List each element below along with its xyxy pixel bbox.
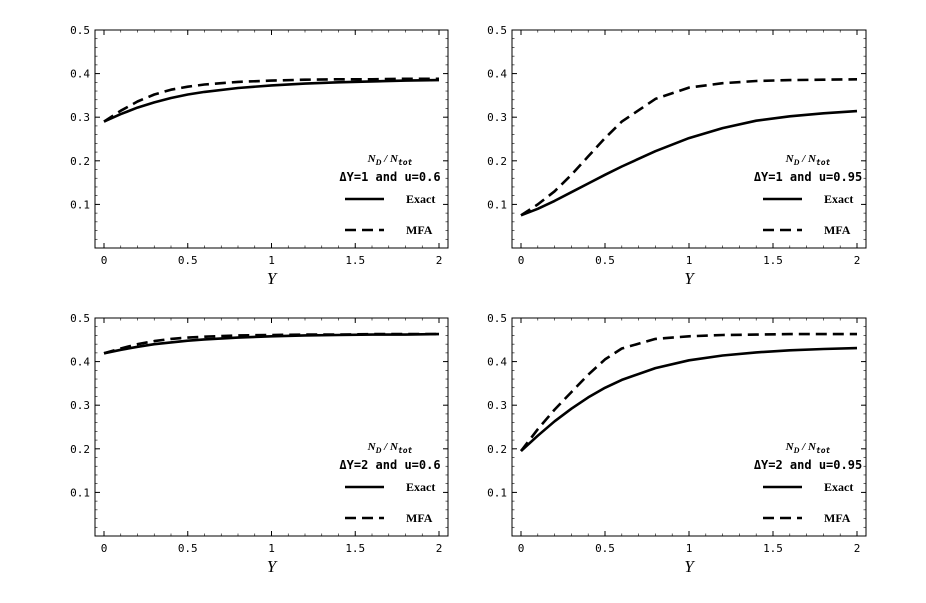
y-tick-label: 0.4 [70,68,90,81]
x-tick-label: 1.5 [763,254,783,267]
y-tick-label: 0.2 [487,155,507,168]
quantity-separator: / [799,441,808,453]
y-tick-label: 0.2 [70,443,90,456]
quantity-denominator: N [807,441,817,453]
quantity-denominator: N [807,153,817,165]
quantity-separator: / [381,153,390,165]
quantity-numerator: N [367,153,377,165]
panel-2: 0.1 0.2 0.3 0.4 0.5 0 0.5 1 1.5 2 Y ND / Ntot ΔY=1 a… [487,24,867,288]
plot-frame [94,29,449,249]
x-tick-label: 1.5 [345,542,365,555]
quantity-separator: / [381,441,390,453]
panel-3: 0.1 0.2 0.3 0.4 0.5 0 0.5 1 1.5 2 Y ND / Ntot ΔY=2 a… [70,312,449,576]
quantity-denominator-subscript: tot [398,446,413,455]
legend-quantity: ND / Ntot [367,153,413,167]
quantity-numerator-subscript: D [793,158,800,167]
x-tick-label: 1 [268,542,275,555]
series-line-mfa [520,78,858,217]
x-tick-label: 0.5 [178,254,198,267]
y-tick-label: 0.1 [487,198,507,211]
x-tick-label: 0 [518,254,525,267]
y-tick-label: 0.2 [70,155,90,168]
x-tick-label: 1.5 [345,254,365,267]
quantity-denominator: N [389,441,399,453]
series-line-exact [103,332,440,355]
y-tick-label: 0.3 [70,399,90,412]
x-axis-label: Y [267,557,278,576]
quantity-numerator: N [367,441,377,453]
series-line-mfa [519,332,857,452]
y-tick-label: 0.3 [487,111,507,124]
quantity-numerator-subscript: D [793,446,800,455]
panel-1: 0.1 0.2 0.3 0.4 0.5 0 0.5 1 1.5 2 Y ND / Ntot ΔY=1 a… [70,24,449,288]
series-line-exact [520,346,858,452]
x-tick-label: 0.5 [178,542,198,555]
y-tick-label: 0.1 [70,486,90,499]
x-tick-label: 2 [436,542,443,555]
x-tick-label: 0.5 [595,254,615,267]
x-tick-label: 1 [686,542,693,555]
x-tick-label: 0 [101,254,108,267]
legend-condition: ΔY=2 and u=0.6 [339,458,440,472]
legend-label-exact: Exact [406,192,435,206]
y-tick-label: 0.4 [70,356,90,369]
x-axis-label: Y [684,269,695,288]
legend-label-mfa: MFA [406,223,433,237]
legend-label-mfa: MFA [406,511,433,525]
plot-frame [94,317,449,537]
y-tick-label: 0.5 [487,312,507,325]
x-axis-label: Y [684,557,695,576]
x-tick-label: 2 [854,254,861,267]
quantity-numerator-subscript: D [375,446,382,455]
quantity-denominator: N [389,153,399,165]
legend-quantity: ND / Ntot [785,441,831,455]
y-tick-label: 0.5 [70,24,90,37]
x-tick-label: 0.5 [595,542,615,555]
legend-label-exact: Exact [824,480,853,494]
y-tick-label: 0.3 [487,399,507,412]
y-tick-label: 0.2 [487,443,507,456]
legend-condition: ΔY=2 and u=0.95 [754,458,862,472]
x-tick-label: 2 [854,542,861,555]
x-axis-label: Y [267,269,278,288]
quantity-separator: / [799,153,808,165]
quantity-denominator-subscript: tot [816,446,831,455]
x-tick-label: 2 [436,254,443,267]
legend-quantity: ND / Ntot [785,153,831,167]
quantity-numerator-subscript: D [375,158,382,167]
series-line-mfa [103,332,439,355]
legend-label-mfa: MFA [824,223,851,237]
y-tick-label: 0.4 [487,68,507,81]
panel-4: 0.1 0.2 0.3 0.4 0.5 0 0.5 1 1.5 2 Y ND / Ntot ΔY=2 a… [487,312,867,576]
legend-label-exact: Exact [406,480,435,494]
series-line-exact [520,109,858,217]
y-tick-label: 0.3 [70,111,90,124]
legend-condition: ΔY=1 and u=0.6 [339,170,440,184]
x-tick-label: 1.5 [763,542,783,555]
y-tick-label: 0.5 [70,312,90,325]
legend-condition: ΔY=1 and u=0.95 [754,170,862,184]
series-line-exact [103,78,440,123]
legend-label-exact: Exact [824,192,853,206]
quantity-denominator-subscript: tot [816,158,831,167]
x-tick-label: 0 [518,542,525,555]
quantity-denominator-subscript: tot [398,158,413,167]
y-tick-label: 0.1 [70,198,90,211]
y-tick-label: 0.4 [487,356,507,369]
legend-label-mfa: MFA [824,511,851,525]
y-tick-label: 0.1 [487,486,507,499]
x-tick-label: 1 [686,254,693,267]
x-tick-label: 0 [101,542,108,555]
legend-quantity: ND / Ntot [367,441,413,455]
quantity-numerator: N [785,153,795,165]
y-tick-label: 0.5 [487,24,507,37]
quantity-numerator: N [785,441,795,453]
x-tick-label: 1 [268,254,275,267]
series-line-mfa [103,77,439,123]
